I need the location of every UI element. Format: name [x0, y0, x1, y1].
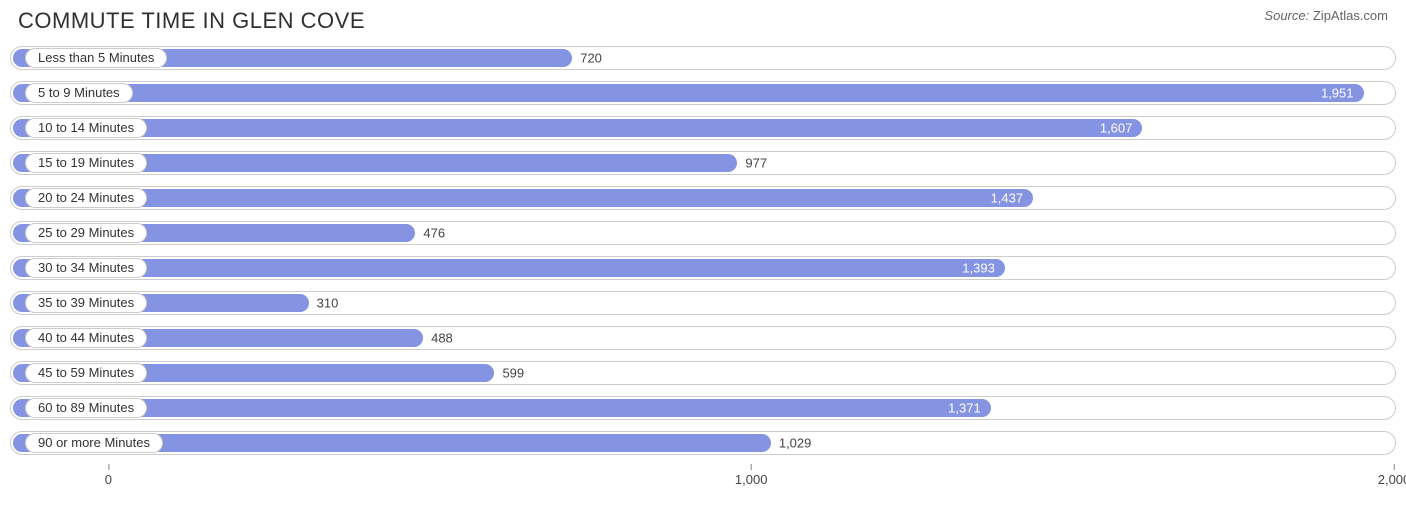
bar-row: 30 to 34 Minutes 1,393 [10, 256, 1396, 280]
value-label: 977 [745, 156, 767, 171]
value-label: 1,951 [1321, 86, 1354, 101]
chart-header: COMMUTE TIME IN GLEN COVE Source: ZipAtl… [10, 8, 1396, 38]
category-pill: 35 to 39 Minutes [25, 293, 147, 313]
value-label: 1,437 [991, 191, 1024, 206]
category-pill: Less than 5 Minutes [25, 48, 167, 68]
bar-fill [13, 189, 1033, 207]
value-label: 720 [580, 51, 602, 66]
value-label: 1,371 [948, 401, 981, 416]
chart-container: COMMUTE TIME IN GLEN COVE Source: ZipAtl… [0, 0, 1406, 522]
category-pill: 25 to 29 Minutes [25, 223, 147, 243]
tick-label: 2,000 [1378, 472, 1406, 487]
bar-row: 90 or more Minutes 1,029 [10, 431, 1396, 455]
tick-line [1393, 464, 1394, 470]
bar-fill [13, 84, 1364, 102]
value-label: 1,607 [1100, 121, 1133, 136]
value-label: 488 [431, 331, 453, 346]
category-pill: 60 to 89 Minutes [25, 398, 147, 418]
value-label: 1,393 [962, 261, 995, 276]
value-label: 310 [317, 296, 339, 311]
chart-source: Source: ZipAtlas.com [1264, 8, 1388, 23]
bar-row: 10 to 14 Minutes 1,607 [10, 116, 1396, 140]
bar-fill [13, 399, 991, 417]
x-axis: 01,0002,000 [10, 464, 1396, 492]
category-pill: 10 to 14 Minutes [25, 118, 147, 138]
bar-row: 5 to 9 Minutes 1,951 [10, 81, 1396, 105]
value-label: 476 [423, 226, 445, 241]
bar-row: 45 to 59 Minutes 599 [10, 361, 1396, 385]
category-pill: 40 to 44 Minutes [25, 328, 147, 348]
tick-line [108, 464, 109, 470]
tick-label: 1,000 [735, 472, 768, 487]
tick-label: 0 [105, 472, 112, 487]
tick-line [751, 464, 752, 470]
bar-row: 40 to 44 Minutes 488 [10, 326, 1396, 350]
chart-title: COMMUTE TIME IN GLEN COVE [18, 8, 365, 34]
x-tick: 1,000 [735, 464, 768, 487]
bar-row: 20 to 24 Minutes 1,437 [10, 186, 1396, 210]
source-label: Source: [1264, 8, 1309, 23]
value-label: 599 [502, 366, 524, 381]
category-pill: 5 to 9 Minutes [25, 83, 133, 103]
category-pill: 90 or more Minutes [25, 433, 163, 453]
category-pill: 30 to 34 Minutes [25, 258, 147, 278]
chart-rows: Less than 5 Minutes 720 5 to 9 Minutes 1,95… [10, 38, 1396, 455]
bar-fill [13, 119, 1142, 137]
category-pill: 20 to 24 Minutes [25, 188, 147, 208]
value-label: 1,029 [779, 436, 812, 451]
bar-row: 25 to 29 Minutes 476 [10, 221, 1396, 245]
bar-row: 35 to 39 Minutes 310 [10, 291, 1396, 315]
category-pill: 15 to 19 Minutes [25, 153, 147, 173]
x-tick: 0 [105, 464, 112, 487]
bar-row: 60 to 89 Minutes 1,371 [10, 396, 1396, 420]
category-pill: 45 to 59 Minutes [25, 363, 147, 383]
bar-row: 15 to 19 Minutes 977 [10, 151, 1396, 175]
source-value: ZipAtlas.com [1313, 8, 1388, 23]
bar-row: Less than 5 Minutes 720 [10, 46, 1396, 70]
bar-fill [13, 259, 1005, 277]
x-tick: 2,000 [1378, 464, 1406, 487]
